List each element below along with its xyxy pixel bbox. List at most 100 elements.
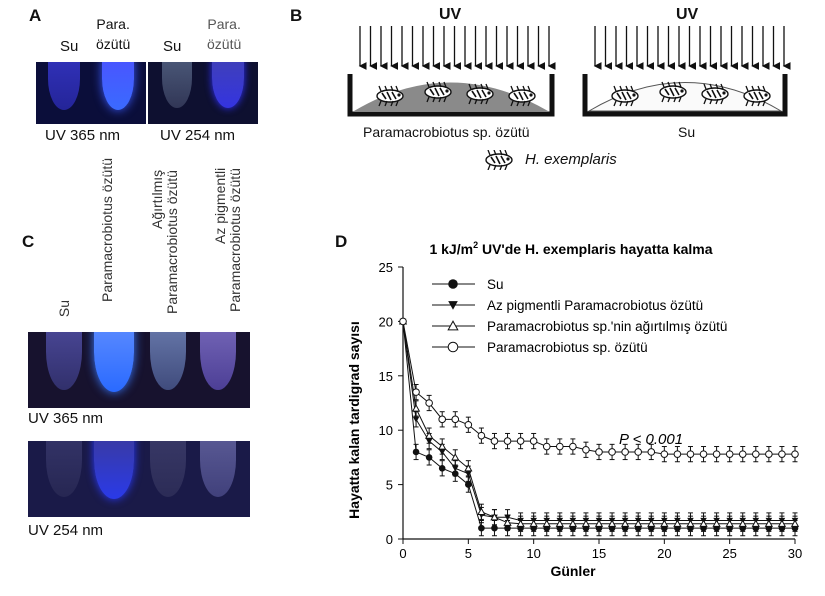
panel-a-label-su-2: Su — [163, 38, 182, 55]
tardigrade-leg — [378, 100, 382, 107]
data-point — [621, 448, 629, 456]
tardigrade-stripes — [706, 89, 722, 99]
data-point — [555, 519, 564, 527]
panel-c-label-para: Paramacrobiotus özütü — [99, 158, 115, 302]
data-point — [438, 415, 446, 424]
data-point — [595, 448, 603, 456]
data-point — [712, 450, 721, 458]
tardigrade-leg — [667, 81, 671, 88]
dish-left — [347, 74, 555, 117]
data-point — [752, 450, 760, 458]
data-point — [412, 448, 420, 456]
tardigrade-stripes — [381, 91, 397, 101]
tardigrade-leg — [443, 96, 447, 103]
panel-d-letter: D — [335, 232, 348, 251]
tube-c-low-254 — [200, 441, 236, 497]
tardigrade-leg — [527, 85, 531, 92]
tardigrade-leg — [504, 164, 508, 170]
panel-c-label-low-text: Az pigmentli Paramacrobiotus özütü — [212, 168, 243, 312]
tube-c-low-365 — [200, 332, 236, 390]
tardigrade-leg — [678, 96, 682, 103]
data-point — [607, 519, 617, 527]
tardigrade-stripes — [429, 87, 445, 97]
tardigrade-eye — [506, 157, 510, 161]
tardigrade-eye — [397, 93, 401, 97]
x-axis-label: Günler — [550, 563, 596, 579]
tardigrade — [466, 83, 494, 105]
legend-marker — [447, 320, 459, 331]
tardigrade-stripes — [513, 91, 529, 101]
tardigrade — [485, 150, 513, 170]
y-tick-label: 10 — [379, 423, 393, 438]
tardigrade-leg — [499, 164, 503, 170]
series-3 — [398, 317, 800, 532]
data-point — [490, 512, 499, 521]
tardigrade-leg — [438, 96, 442, 103]
panel-a-caption-365: UV 365 nm — [45, 127, 121, 144]
panel-c-photo-365 — [28, 332, 250, 408]
data-point — [634, 519, 643, 527]
data-point — [425, 399, 433, 407]
data-point — [516, 437, 525, 445]
tardigrade-leg — [709, 83, 713, 90]
tardigrade-leg — [757, 100, 761, 107]
p-value-annotation: P < 0.001 — [619, 431, 683, 448]
tardigrade-leg — [745, 85, 749, 92]
panel-a-label-para-1-l1: Para. — [96, 16, 130, 32]
data-point — [438, 442, 447, 450]
tardigrade-leg — [667, 96, 671, 103]
legend-entry: Su — [487, 277, 504, 292]
tardigrade-eye — [445, 89, 449, 93]
data-point — [451, 465, 459, 472]
tardigrade-body — [701, 87, 729, 101]
panel-c-caption-365: UV 365 nm — [28, 410, 104, 427]
tardigrade-eye — [632, 93, 636, 97]
panel-a-label-su-1: Su — [60, 38, 79, 55]
data-point — [764, 519, 774, 527]
tardigrade-body — [485, 153, 513, 167]
tardigrade-stripes — [490, 155, 506, 165]
data-point — [647, 448, 656, 456]
panel-a-label-para-1-l2: özütü — [96, 36, 131, 52]
data-point — [634, 448, 643, 456]
data-point — [516, 519, 525, 527]
tardigrade-leg — [625, 100, 629, 107]
data-point — [699, 519, 708, 527]
data-point — [542, 442, 551, 451]
data-point — [464, 463, 473, 472]
data-point — [424, 431, 434, 439]
tardigrade-legend-icon — [485, 150, 513, 170]
data-point — [778, 450, 786, 458]
x-tick-label: 5 — [465, 546, 472, 561]
uv-arrows-left — [358, 26, 556, 70]
panel-b-letter: B — [290, 6, 303, 25]
tardigrade-leg — [751, 100, 755, 107]
tardigrade-leg — [493, 150, 497, 156]
tardigrade-leg — [384, 85, 388, 92]
tardigrade-stripes — [471, 89, 487, 99]
data-point — [765, 450, 773, 458]
tardigrade-body — [424, 85, 452, 99]
tardigrade-leg — [715, 98, 719, 105]
panel-a-label-para-1: Para. özütü — [96, 14, 130, 54]
legend-entry: Paramacrobiotus sp. özütü — [487, 340, 648, 355]
tardigrade-leg — [516, 100, 520, 107]
tardigrade-eye — [487, 91, 491, 95]
x-tick-label: 15 — [592, 546, 606, 561]
data-point — [451, 415, 460, 424]
tube-c-para-365 — [94, 332, 134, 392]
tardigrade-leg — [468, 98, 472, 105]
tardigrade-leg — [613, 85, 617, 92]
data-point — [411, 404, 421, 412]
tardigrade-leg — [762, 85, 766, 92]
tardigrade-leg — [485, 98, 489, 105]
tardigrade — [376, 85, 404, 107]
data-point — [738, 450, 747, 458]
tardigrade-leg — [390, 100, 394, 107]
data-point — [503, 437, 512, 445]
data-point — [464, 420, 473, 429]
data-point — [490, 437, 499, 445]
data-point — [529, 519, 538, 527]
data-point — [686, 519, 695, 527]
data-point — [725, 450, 734, 458]
